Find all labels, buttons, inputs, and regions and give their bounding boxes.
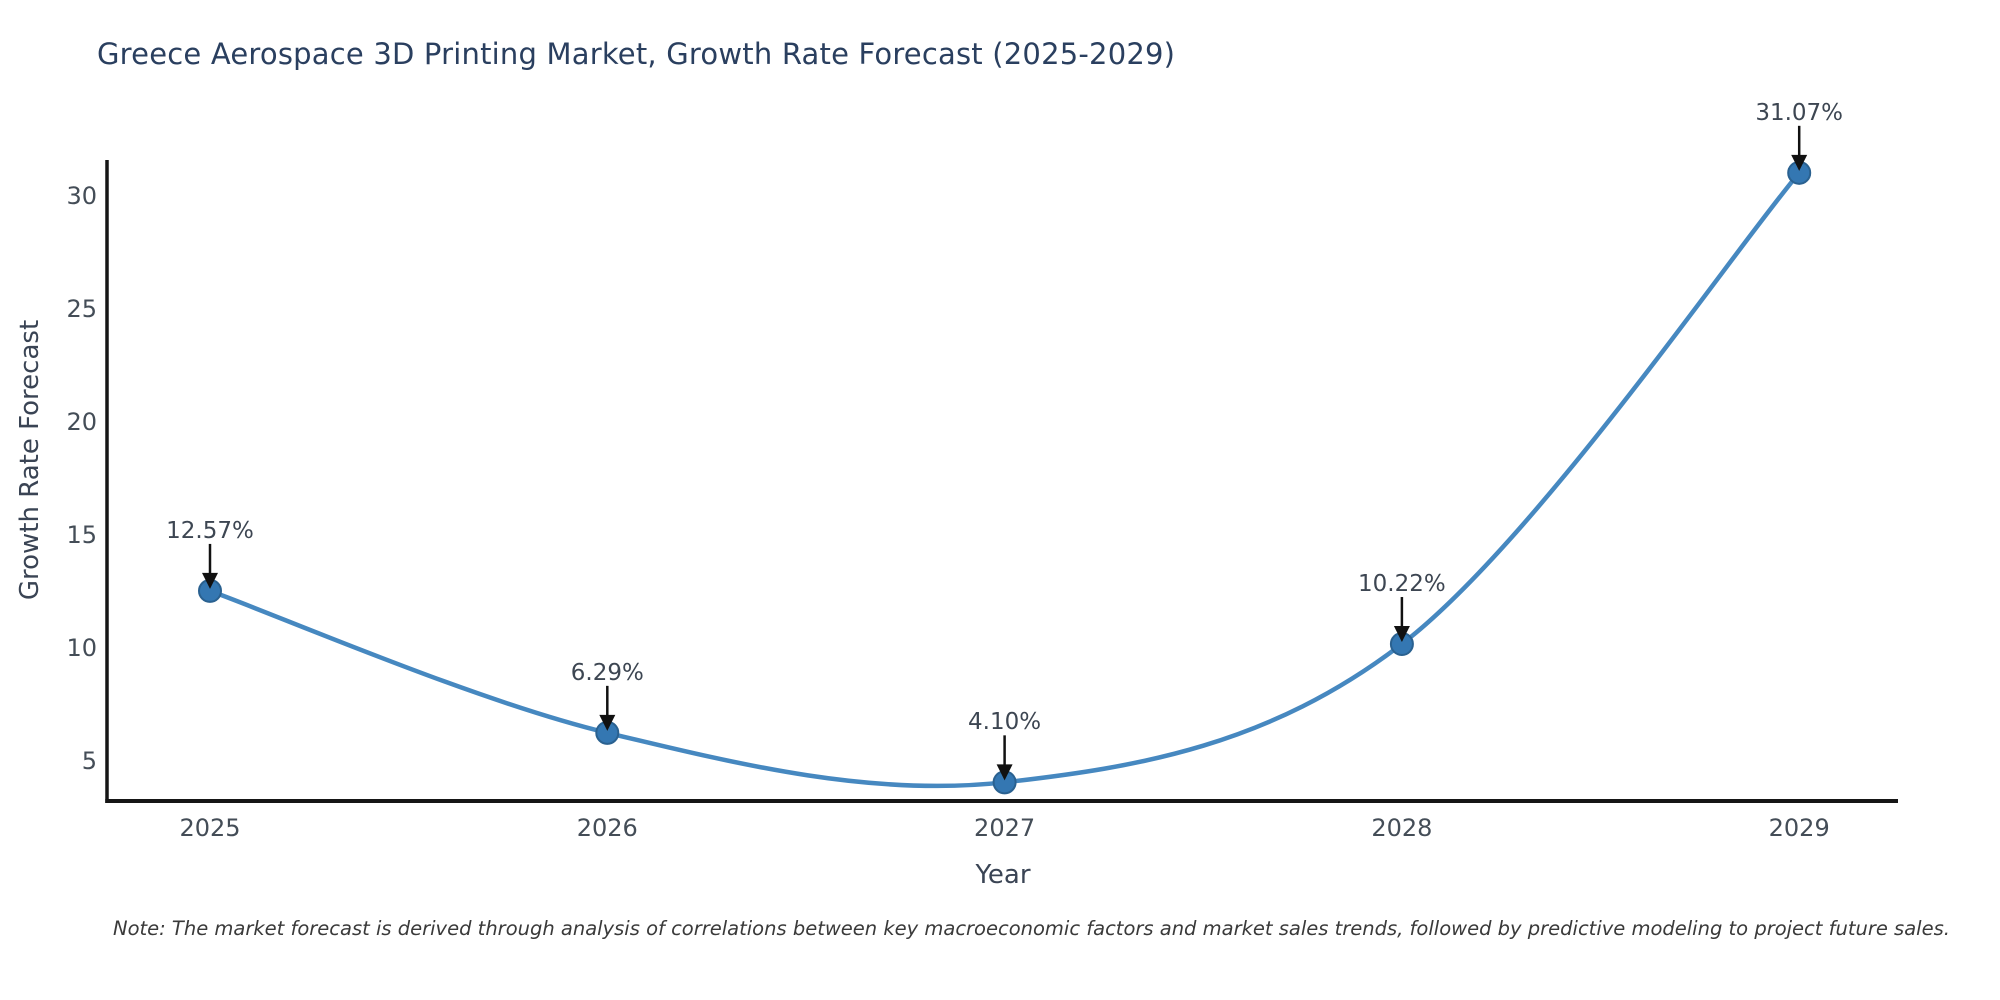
forecast-line [207, 170, 1802, 789]
chart-title: Greece Aerospace 3D Printing Market, Gro… [97, 37, 1176, 71]
point-value-label: 10.22% [1358, 571, 1446, 598]
arrow-head-icon [996, 764, 1013, 781]
line-series [198, 160, 1812, 795]
y-tick-label: 25 [66, 295, 97, 323]
annotation-arrows [202, 125, 1808, 781]
arrow-head-icon [599, 714, 616, 731]
arrow-head-icon [202, 572, 218, 589]
arrow-head-icon [1393, 626, 1410, 643]
y-tick-label: 20 [66, 408, 97, 436]
point-value-label: 4.10% [968, 709, 1042, 736]
point-value-label: 12.57% [166, 517, 254, 544]
y-tick-label: 5 [81, 747, 97, 775]
x-tick-label: 2027 [974, 814, 1036, 842]
y-tick-label: 15 [66, 521, 97, 549]
y-axis-title: Growth Rate Forecast [15, 319, 45, 601]
point-value-label: 6.29% [570, 659, 644, 686]
x-axis-title: Year [975, 860, 1031, 890]
x-tick-label: 2026 [576, 814, 638, 842]
axes [105, 160, 1898, 803]
point-value-label: 31.07% [1755, 99, 1844, 126]
footnote: Note: The market forecast is derived thr… [113, 917, 1950, 940]
arrow-head-icon [1791, 154, 1808, 171]
y-tick-label: 10 [66, 634, 97, 662]
x-tick-label: 2028 [1371, 814, 1433, 842]
x-tick-label: 2025 [179, 814, 241, 842]
y-tick-label: 30 [66, 182, 97, 210]
x-tick-label: 2029 [1768, 814, 1830, 842]
